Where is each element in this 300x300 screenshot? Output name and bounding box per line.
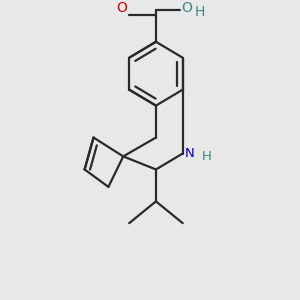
Text: O: O bbox=[181, 2, 192, 15]
Text: O: O bbox=[116, 2, 127, 15]
Text: H: H bbox=[202, 150, 212, 163]
Text: N: N bbox=[185, 147, 195, 160]
Text: H: H bbox=[195, 5, 205, 19]
